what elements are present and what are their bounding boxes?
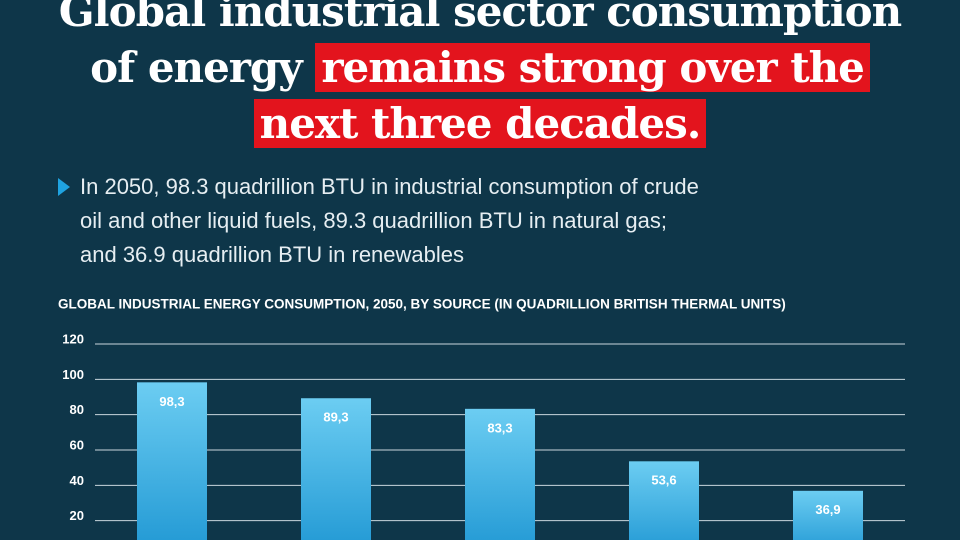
y-tick-label: 20 xyxy=(70,508,84,523)
headline-line: next three decades. xyxy=(0,96,960,152)
bullet-line: and 36.9 quadrillion BTU in renewables xyxy=(80,242,465,267)
value-label: 98,3 xyxy=(159,394,184,409)
bullet-icon xyxy=(58,178,70,196)
headline-highlight: remains strong over the xyxy=(315,43,870,92)
bar xyxy=(629,461,699,540)
headline-highlight: next three decades. xyxy=(253,99,707,148)
y-tick-label: 120 xyxy=(62,331,84,346)
y-tick-label: 100 xyxy=(62,367,84,382)
bar xyxy=(301,398,371,540)
bullet-line: In 2050, 98.3 quadrillion BTU in industr… xyxy=(80,174,699,199)
y-tick-label: 40 xyxy=(70,473,84,488)
bar xyxy=(793,490,863,540)
headline-line: Global industrial sector consumption xyxy=(0,0,960,40)
bullet-line: oil and other liquid fuels, 89.3 quadril… xyxy=(80,208,668,233)
value-label: 83,3 xyxy=(487,420,512,435)
value-label: 53,6 xyxy=(651,473,676,488)
bar xyxy=(137,382,207,540)
y-tick-label: 80 xyxy=(70,402,84,417)
headline-line: of energy remains strong over the xyxy=(0,40,960,96)
value-label: 89,3 xyxy=(323,410,348,425)
headline-text: of energy xyxy=(90,43,303,92)
y-tick-label: 60 xyxy=(70,437,84,452)
bar xyxy=(465,408,535,540)
bullet: In 2050, 98.3 quadrillion BTU in industr… xyxy=(58,170,699,272)
headline-text: Global industrial sector consumption xyxy=(58,0,902,36)
headline: Global industrial sector consumption of e… xyxy=(0,0,960,152)
value-label: 36,9 xyxy=(815,502,840,517)
chart-title: GLOBAL INDUSTRIAL ENERGY CONSUMPTION, 20… xyxy=(58,297,786,312)
